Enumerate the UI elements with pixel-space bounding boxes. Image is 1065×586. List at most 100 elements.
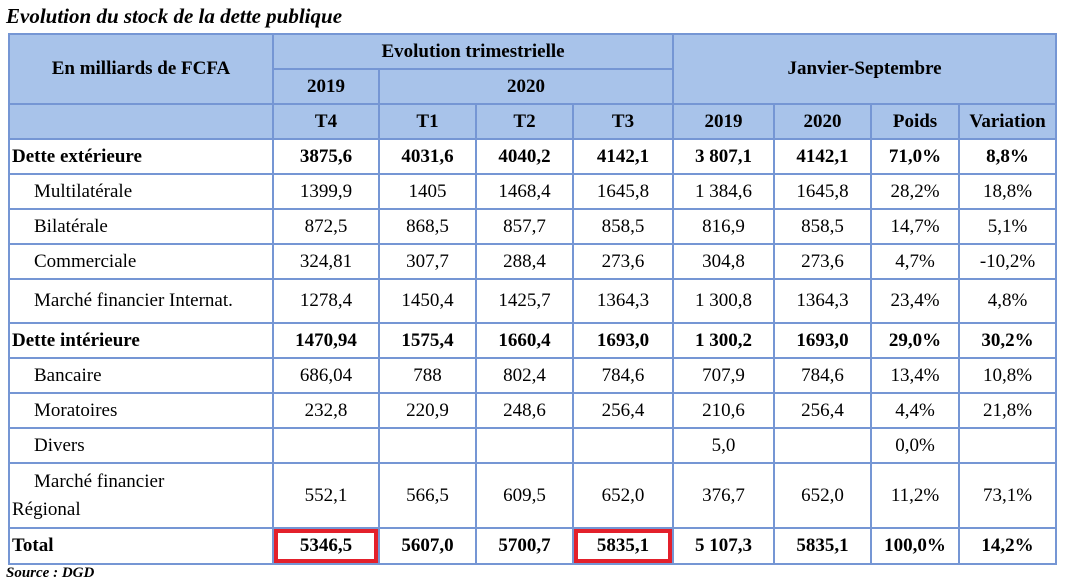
empty-cell: [571, 427, 675, 464]
value-cell: 3 807,1: [672, 138, 776, 175]
value-cell: 1425,7: [475, 278, 574, 324]
value-cell: 248,6: [475, 392, 574, 429]
value-cell: 552,1: [272, 462, 380, 529]
value-cell: 784,6: [773, 357, 873, 394]
table-row: Divers 5,0 0,0%: [8, 427, 1058, 464]
table-row: Bancaire 686,04 788 802,4 784,6 707,9 784,6 13,…: [8, 357, 1058, 394]
column-header: Poids: [870, 103, 961, 140]
value-cell: 13,4%: [870, 357, 961, 394]
value-cell: 686,04: [272, 357, 380, 394]
empty-cell: [272, 427, 380, 464]
value-cell: 857,7: [475, 208, 574, 245]
table-row: Marché financier Internat. 1278,4 1450,4 14…: [8, 278, 1058, 324]
value-cell: 1 384,6: [672, 173, 776, 210]
year-header: 2020: [377, 68, 675, 105]
value-cell: 1364,3: [773, 278, 873, 324]
row-label: Divers: [8, 427, 274, 464]
row-label: Commerciale: [8, 243, 274, 280]
group-header: Janvier-Septembre: [672, 33, 1058, 105]
value-cell: 1399,9: [272, 173, 380, 210]
empty-cell: [958, 427, 1058, 464]
table-row: Commerciale 324,81 307,7 288,4 273,6 304,8 273…: [8, 243, 1058, 280]
value-cell: 232,8: [272, 392, 380, 429]
value-cell: 4,7%: [870, 243, 961, 280]
value-cell: 376,7: [672, 462, 776, 529]
value-cell: 5,1%: [958, 208, 1058, 245]
value-cell: 1364,3: [571, 278, 675, 324]
row-label: Bancaire: [8, 357, 274, 394]
value-cell: 5835,1: [571, 527, 675, 565]
table-row: Total 5346,5 5607,0 5700,7 5835,1 5 107,3 5835…: [8, 527, 1058, 565]
table-row: Dette intérieure 1470,94 1575,4 1660,4 1693,…: [8, 322, 1058, 359]
value-cell: 1468,4: [475, 173, 574, 210]
value-cell: 802,4: [475, 357, 574, 394]
value-cell: 816,9: [672, 208, 776, 245]
value-cell: 18,8%: [958, 173, 1058, 210]
value-cell: 1470,94: [272, 322, 380, 359]
value-cell: 256,4: [571, 392, 675, 429]
row-label: Multilatérale: [8, 173, 274, 210]
value-cell: 1278,4: [272, 278, 380, 324]
value-cell: 652,0: [571, 462, 675, 529]
header-row: T4 T1 T2 T3 2019 2020 Poids Variation: [8, 103, 1058, 140]
table-row: Dette extérieure 3875,6 4031,6 4040,2 4142,1…: [8, 138, 1058, 175]
column-header: Variation: [958, 103, 1058, 140]
value-cell: 256,4: [773, 392, 873, 429]
row-label: Moratoires: [8, 392, 274, 429]
value-cell: 0,0%: [870, 427, 961, 464]
source: Source : DGD: [6, 565, 95, 581]
value-cell: 273,6: [773, 243, 873, 280]
row-label: Marché financier Internat.: [8, 278, 274, 324]
group-header: Evolution trimestrielle: [271, 33, 675, 70]
column-header: T3: [571, 103, 675, 140]
value-cell: 23,4%: [870, 278, 961, 324]
table-row: Moratoires 232,8 220,9 248,6 256,4 210,6 256,4…: [8, 392, 1058, 429]
value-cell: 324,81: [272, 243, 380, 280]
empty-cell: [475, 427, 574, 464]
column-header: T4: [272, 103, 380, 140]
value-cell: 210,6: [672, 392, 776, 429]
value-cell: 5700,7: [475, 527, 574, 565]
value-cell: 1693,0: [773, 322, 873, 359]
value-cell: 5346,5: [272, 527, 380, 565]
value-cell: 14,2%: [958, 527, 1058, 565]
value-cell: 1 300,8: [672, 278, 776, 324]
value-cell: 1450,4: [378, 278, 477, 324]
table-row: Marché financier Régional 552,1 566,5 609,5…: [8, 462, 1058, 529]
value-cell: 10,8%: [958, 357, 1058, 394]
value-cell: 4142,1: [773, 138, 873, 175]
value-cell: 21,8%: [958, 392, 1058, 429]
value-cell: 100,0%: [870, 527, 961, 565]
value-cell: 4142,1: [571, 138, 675, 175]
value-cell: 14,7%: [870, 208, 961, 245]
value-cell: 4,8%: [958, 278, 1058, 324]
column-header: T2: [475, 103, 574, 140]
value-cell: 4,4%: [870, 392, 961, 429]
value-cell: 1693,0: [571, 322, 675, 359]
header-row: 2019 2020: [9, 68, 1056, 105]
row-label: Dette extérieure: [8, 138, 274, 175]
value-cell: 5,0: [672, 427, 776, 464]
value-cell: 5 107,3: [672, 527, 776, 565]
value-cell: 609,5: [475, 462, 574, 529]
value-cell: 4031,6: [378, 138, 477, 175]
value-cell: 1645,8: [773, 173, 873, 210]
header-row: En milliards de FCFA Evolution trimestri…: [8, 33, 1058, 105]
empty-header: [8, 103, 274, 140]
row-label: Bilatérale: [8, 208, 274, 245]
value-cell: 872,5: [272, 208, 380, 245]
value-cell: 868,5: [378, 208, 477, 245]
value-cell: 566,5: [378, 462, 477, 529]
value-cell: 30,2%: [958, 322, 1058, 359]
value-cell: 788: [378, 357, 477, 394]
column-header: T1: [378, 103, 477, 140]
value-cell: 5607,0: [378, 527, 477, 565]
value-cell: 1575,4: [378, 322, 477, 359]
value-cell: -10,2%: [958, 243, 1058, 280]
value-cell: 304,8: [672, 243, 776, 280]
table-row: Multilatérale 1399,9 1405 1468,4 1645,8 1 384…: [8, 173, 1058, 210]
column-header: 2020: [773, 103, 873, 140]
value-cell: 4040,2: [475, 138, 574, 175]
year-header: 2019: [272, 68, 380, 105]
